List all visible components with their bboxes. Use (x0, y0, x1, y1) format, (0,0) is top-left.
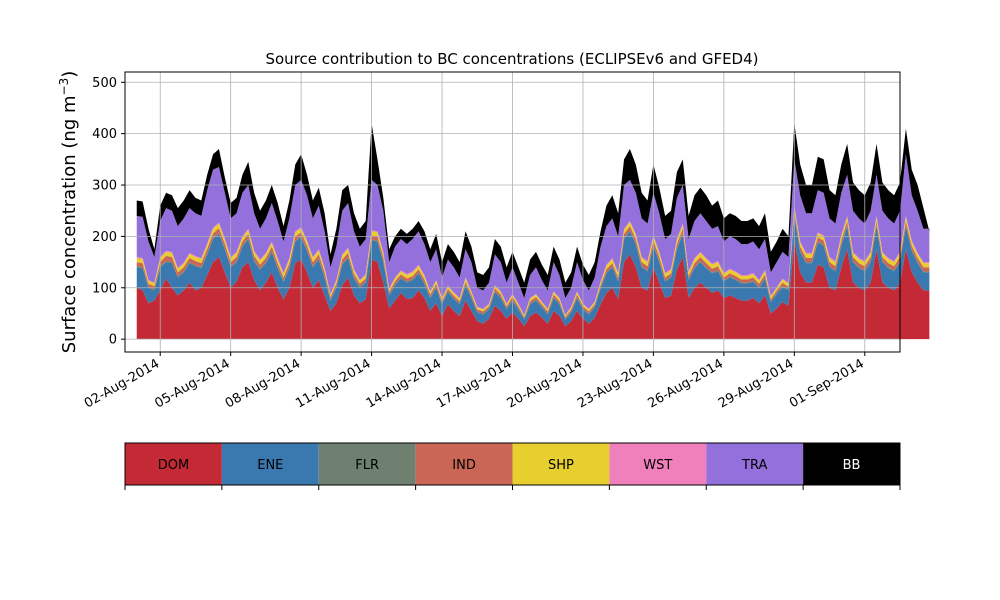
chart-title: Source contribution to BC concentrations… (265, 50, 758, 68)
y-tick-label: 400 (92, 127, 117, 142)
x-tick-label: 01-Sep-2014 (787, 356, 867, 411)
legend-label-flr: FLR (355, 458, 379, 473)
y-tick-label: 300 (92, 179, 117, 194)
y-axis: 0 100 200 300 400 500 (92, 76, 125, 348)
legend-swatch-bb (803, 443, 900, 485)
x-axis: 02-Aug-201405-Aug-201408-Aug-201411-Aug-… (82, 352, 867, 412)
legend-label-ind: IND (452, 458, 476, 473)
area-dom (136, 238, 930, 340)
legend-swatch-ind (415, 443, 513, 485)
x-tick-label: 05-Aug-2014 (152, 356, 232, 411)
legend-label-wst: WST (643, 458, 672, 473)
x-tick-label: 29-Aug-2014 (716, 356, 796, 411)
plot-area (124, 71, 930, 353)
y-tick-label: 0 (109, 333, 117, 348)
legend-swatch-dom (125, 443, 222, 485)
colorbar-legend: DOM ENE FLR IND SHP WST TRA BB (124, 442, 901, 490)
y-tick-label: 500 (92, 76, 117, 91)
legend-swatch-ene (221, 443, 319, 485)
y-axis-label-superscript: −3 (57, 78, 71, 96)
legend-label-tra: TRA (741, 458, 767, 473)
legend-label-ene: ENE (257, 458, 283, 473)
grid-lines (125, 72, 900, 352)
x-tick-label: 11-Aug-2014 (293, 356, 373, 411)
legend-label-bb: BB (843, 458, 861, 473)
legend-swatch-wst (609, 443, 707, 485)
area-ene (136, 215, 930, 327)
x-tick-label: 26-Aug-2014 (646, 356, 726, 411)
legend-label-dom: DOM (158, 458, 189, 473)
x-tick-label: 23-Aug-2014 (575, 356, 655, 411)
x-tick-label: 02-Aug-2014 (82, 356, 162, 411)
stacked-areas (136, 123, 930, 340)
x-tick-label: 20-Aug-2014 (505, 356, 585, 411)
area-tra (136, 154, 930, 316)
legend-swatch-shp (512, 443, 610, 485)
area-bb (136, 123, 930, 299)
x-tick-label: 08-Aug-2014 (223, 356, 303, 411)
y-axis-label-main: Surface concentration (ng m (59, 95, 80, 353)
legend-swatch-flr (318, 443, 416, 485)
x-tick-label: 14-Aug-2014 (364, 356, 444, 411)
y-tick-label: 200 (92, 230, 117, 245)
y-tick-label: 100 (92, 281, 117, 296)
y-axis-label: Surface concentration (ng m−3) (57, 71, 80, 354)
x-tick-label: 17-Aug-2014 (434, 356, 514, 411)
legend-swatch-tra (706, 443, 804, 485)
legend-label-shp: SHP (548, 458, 574, 473)
y-axis-label-close: ) (59, 71, 80, 78)
